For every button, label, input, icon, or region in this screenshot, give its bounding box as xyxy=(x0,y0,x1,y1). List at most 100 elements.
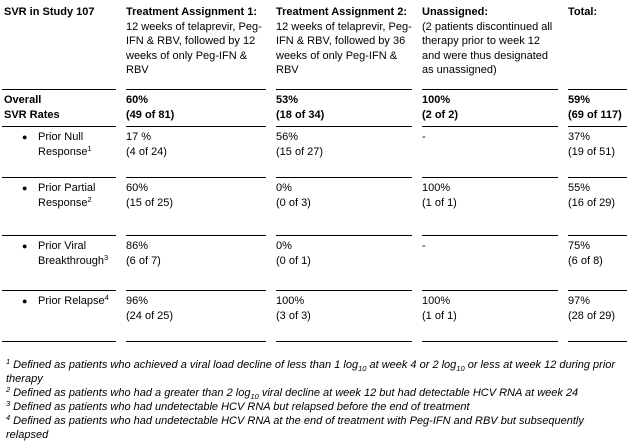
footnote-marker: 4 xyxy=(104,293,109,302)
value-cell: 100% (1 of 1) xyxy=(422,177,558,235)
count-value: (49 of 81) xyxy=(126,108,175,121)
table-corner-title: SVR in Study 107 xyxy=(4,6,95,18)
value-cell: 60% (49 of 81) xyxy=(126,89,266,126)
footnote-marker: 2 xyxy=(87,194,92,204)
value-cell: 59% (69 of 117) xyxy=(568,89,627,126)
table-row-prior-relapse: ● Prior Relapse4 96% (24 of 25) 100% (3 … xyxy=(2,290,627,342)
value-cell: 100% (1 of 1) xyxy=(422,290,558,342)
footnote-marker: 2 xyxy=(6,385,11,394)
column-description: 12 weeks of telaprevir, Peg-IFN & RBV, f… xyxy=(126,20,262,77)
log10-subscript: 10 xyxy=(358,364,367,373)
column-title: Treatment Assignment 1: xyxy=(126,6,258,18)
value-cell: - xyxy=(422,126,558,177)
value-cell: 37% (19 of 51) xyxy=(568,126,627,177)
count-value: (6 of 7) xyxy=(126,254,161,267)
count-value: (0 of 1) xyxy=(276,254,311,267)
value-cell: 0% (0 of 1) xyxy=(276,235,412,290)
column-header-treatment-2: Treatment Assignment 2: 12 weeks of tela… xyxy=(276,5,412,89)
value-cell: 53% (18 of 34) xyxy=(276,89,412,126)
log10-subscript: 10 xyxy=(456,364,465,373)
value-cell: 100% (2 of 2) xyxy=(422,89,558,126)
value-cell: 86% (6 of 7) xyxy=(126,235,266,290)
footnote-marker: 3 xyxy=(104,252,109,262)
column-header-total: Total: xyxy=(568,5,627,89)
percent-value: 100% xyxy=(422,295,451,307)
percent-value: - xyxy=(422,240,426,252)
table-row-prior-null-response: ● Prior Null Response1 17 % (4 of 24) 56… xyxy=(2,126,627,177)
row-label-line1: Overall xyxy=(4,94,42,106)
count-value: (1 of 1) xyxy=(422,309,457,322)
footnote-2: 2 Defined as patients who had a greater t… xyxy=(6,385,579,401)
column-description: (2 patients discontinued all therapy pri… xyxy=(422,20,553,77)
percent-value: 0% xyxy=(276,182,292,194)
value-cell: 100% (3 of 3) xyxy=(276,290,412,342)
percent-value: 56% xyxy=(276,131,299,143)
row-label-text: Prior Relapse4 xyxy=(38,293,109,307)
count-value: (1 of 1) xyxy=(422,196,457,209)
percent-value: 75% xyxy=(568,240,591,252)
row-label: ● Prior Partial Response2 xyxy=(2,177,116,235)
value-cell: 17 % (4 of 24) xyxy=(126,126,266,177)
table-row-prior-partial-response: ● Prior Partial Response2 60% (15 of 25)… xyxy=(2,177,627,235)
bullet-icon: ● xyxy=(22,132,28,142)
table-row-overall: Overall SVR Rates 60% (49 of 81) 53% (18… xyxy=(2,89,627,126)
value-cell: - xyxy=(422,235,558,290)
count-value: (16 of 29) xyxy=(568,196,616,209)
value-cell: 75% (6 of 8) xyxy=(568,235,627,290)
column-title: Treatment Assignment 2: xyxy=(276,6,408,18)
row-label-text: Prior Partial Response2 xyxy=(38,182,96,209)
footnote-1: 1 Defined as patients who achieved a vira… xyxy=(6,357,616,385)
column-title: Unassigned: xyxy=(422,6,489,18)
percent-value: 100% xyxy=(422,182,451,194)
percent-value: 60% xyxy=(126,182,149,194)
count-value: (15 of 27) xyxy=(276,145,324,158)
table-header-row: SVR in Study 107 Treatment Assignment 1:… xyxy=(2,5,627,89)
row-label-line2: SVR Rates xyxy=(4,108,60,121)
bullet-icon: ● xyxy=(22,296,28,306)
percent-value: 100% xyxy=(276,295,305,307)
footnotes-section: 1 Defined as patients who achieved a vira… xyxy=(2,342,627,442)
percent-value: 100% xyxy=(422,94,451,106)
bullet-icon: ● xyxy=(22,241,28,251)
count-value: (24 of 25) xyxy=(126,309,174,322)
value-cell: 55% (16 of 29) xyxy=(568,177,627,235)
row-label: Overall SVR Rates xyxy=(2,89,116,126)
row-label: ● Prior Null Response1 xyxy=(2,126,116,177)
percent-value: 0% xyxy=(276,240,292,252)
value-cell: 97% (28 of 29) xyxy=(568,290,627,342)
percent-value: 96% xyxy=(126,295,149,307)
column-title: Total: xyxy=(568,6,598,18)
column-header-treatment-1: Treatment Assignment 1: 12 weeks of tela… xyxy=(126,5,266,89)
table-row-prior-viral-breakthrough: ● Prior Viral Breakthrough3 86% (6 of 7)… xyxy=(2,235,627,290)
count-value: (15 of 25) xyxy=(126,196,174,209)
percent-value: 59% xyxy=(568,94,591,106)
count-value: (3 of 3) xyxy=(276,309,311,322)
value-cell: 0% (0 of 3) xyxy=(276,177,412,235)
log10-subscript: 10 xyxy=(250,392,259,401)
row-label-text: Prior Null Response1 xyxy=(38,131,92,158)
percent-value: 17 % xyxy=(126,131,152,143)
count-value: (69 of 117) xyxy=(568,108,622,121)
count-value: (19 of 51) xyxy=(568,145,616,158)
value-cell: 60% (15 of 25) xyxy=(126,177,266,235)
bullet-icon: ● xyxy=(22,183,28,193)
percent-value: 37% xyxy=(568,131,591,143)
percent-value: 55% xyxy=(568,182,591,194)
row-label-text: Prior Viral Breakthrough3 xyxy=(38,240,109,267)
column-description: 12 weeks of telaprevir, Peg-IFN & RBV, f… xyxy=(276,20,412,77)
footnote-3: 3 Defined as patients who had undetectabl… xyxy=(6,399,470,413)
row-label: ● Prior Relapse4 xyxy=(2,290,116,342)
count-value: (18 of 34) xyxy=(276,108,325,121)
column-header-unassigned: Unassigned: (2 patients discontinued all… xyxy=(422,5,558,89)
percent-value: 60% xyxy=(126,94,149,106)
count-value: (0 of 3) xyxy=(276,196,311,209)
row-label: ● Prior Viral Breakthrough3 xyxy=(2,235,116,290)
percent-value: 86% xyxy=(126,240,149,252)
footnote-marker: 1 xyxy=(6,357,11,366)
value-cell: 56% (15 of 27) xyxy=(276,126,412,177)
value-cell: 96% (24 of 25) xyxy=(126,290,266,342)
footnote-marker: 1 xyxy=(87,143,92,153)
footnote-marker: 3 xyxy=(6,399,11,408)
percent-value: 97% xyxy=(568,295,591,307)
